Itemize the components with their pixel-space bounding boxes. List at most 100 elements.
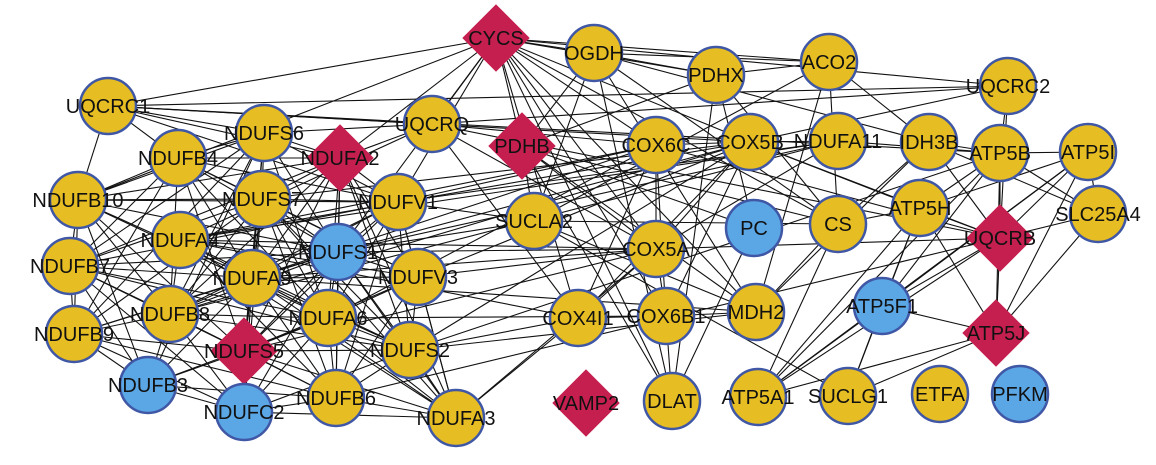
node-atp5a1: ATP5A1 bbox=[722, 367, 795, 427]
node-ndufa4: NDUFA4 bbox=[141, 210, 219, 270]
node-ndufs6: NDUFS6 bbox=[224, 103, 304, 163]
node-cox5b: COX5B bbox=[716, 112, 784, 172]
node-cox6b1: COX6B1 bbox=[627, 286, 705, 346]
node-circle-shape bbox=[380, 320, 440, 380]
node-ndufb7: NDUFB7 bbox=[30, 236, 110, 296]
node-label: ACO2 bbox=[802, 52, 856, 74]
node-label: PFKM bbox=[992, 384, 1048, 406]
edge-ndufb7-ndufs1 bbox=[69, 251, 339, 267]
node-vamp2: VAMP2 bbox=[552, 369, 620, 437]
node-label: NDUFB4 bbox=[138, 148, 218, 170]
node-label: PDHB bbox=[494, 136, 550, 158]
node-circle-shape bbox=[1068, 184, 1128, 244]
node-label: NDUFS2 bbox=[370, 340, 450, 362]
edge-cycs-ndufa2 bbox=[339, 37, 497, 159]
edge-cycs-uqcrc1 bbox=[107, 37, 497, 107]
node-idh3b: IDH3B bbox=[899, 112, 959, 172]
node-cycs: CYCS bbox=[462, 4, 530, 72]
node-label: SUCLG1 bbox=[808, 386, 888, 408]
edge-uqcrc1-ndufa2 bbox=[107, 105, 341, 159]
node-ndufs2: NDUFS2 bbox=[370, 320, 450, 380]
node-circle-shape bbox=[728, 367, 788, 427]
node-circle-shape bbox=[899, 112, 959, 172]
node-cox6c: COX6C bbox=[622, 115, 690, 175]
node-atp5i: ATP5I bbox=[1058, 122, 1118, 182]
node-label: UQCRQ bbox=[395, 114, 469, 136]
node-circle-shape bbox=[890, 178, 950, 238]
edge-ndufa2-ndufb8 bbox=[169, 157, 341, 315]
edge-ndufs7-ndufa3 bbox=[261, 198, 457, 419]
node-ndufv3: NDUFV3 bbox=[378, 247, 458, 307]
node-ndufs5: NDUFS5 bbox=[204, 317, 284, 385]
node-ndufb10: NDUFB10 bbox=[32, 170, 124, 230]
node-label: UQCRC1 bbox=[66, 96, 150, 118]
node-circle-shape bbox=[642, 371, 702, 431]
edge-ndufa2-ndufb10 bbox=[77, 157, 341, 201]
edge-atp5h-atp5a1 bbox=[757, 207, 921, 398]
edge-cox5a-ndufs1 bbox=[337, 248, 657, 253]
edge-ndufa4-ndufv3 bbox=[179, 239, 419, 278]
node-ndufb6: NDUFB6 bbox=[296, 368, 376, 428]
node-sucla2: SUCLA2 bbox=[495, 191, 573, 251]
node-label: CS bbox=[824, 214, 852, 236]
node-circle-shape bbox=[426, 388, 486, 448]
node-label: NDUFS6 bbox=[224, 123, 304, 145]
node-label: NDUFV3 bbox=[378, 267, 458, 289]
node-ndufb8: NDUFB8 bbox=[130, 284, 210, 344]
node-label: NDUFV1 bbox=[358, 192, 438, 214]
node-circle-shape bbox=[504, 191, 564, 251]
edge-atp5b-atp5f1 bbox=[881, 152, 1001, 307]
edge-cox5b-ndufv3 bbox=[417, 141, 751, 278]
node-pdhx: PDHX bbox=[686, 45, 746, 105]
edge-cycs-cox5b bbox=[495, 37, 751, 143]
node-uqcrq: UQCRQ bbox=[395, 94, 469, 154]
node-label: NDUFA2 bbox=[301, 148, 380, 170]
node-circle-shape bbox=[150, 210, 210, 270]
node-circle-shape bbox=[808, 194, 868, 254]
node-ndufb4: NDUFB4 bbox=[138, 128, 218, 188]
edge-ndufb4-ndufs5 bbox=[177, 157, 245, 352]
node-ndufa9: NDUFA9 bbox=[213, 248, 292, 308]
node-diamond-shape bbox=[962, 299, 1030, 367]
node-circle-shape bbox=[852, 276, 912, 336]
node-label: COX4I1 bbox=[542, 308, 613, 330]
node-circle-shape bbox=[388, 247, 448, 307]
node-ndufa2: NDUFA2 bbox=[301, 124, 380, 192]
node-label: UQCRB bbox=[964, 228, 1036, 250]
node-label: NDUFS7 bbox=[222, 189, 302, 211]
node-label: NDUFA9 bbox=[213, 268, 292, 290]
edge-aco2-mdh2 bbox=[755, 61, 830, 313]
edge-ndufs2-cox5b bbox=[409, 141, 751, 351]
node-ndufc2: NDUFC2 bbox=[203, 382, 285, 442]
node-etfa: ETFA bbox=[910, 364, 970, 424]
node-aco2: ACO2 bbox=[799, 32, 859, 92]
node-label: NDUFB8 bbox=[130, 304, 210, 326]
node-atp5j: ATP5J bbox=[962, 299, 1030, 367]
node-ndufa3: NDUFA3 bbox=[417, 388, 495, 448]
edge-ndufb9-ndufb6 bbox=[73, 333, 337, 399]
node-atp5b: ATP5B bbox=[969, 123, 1031, 183]
node-label: NDUFB9 bbox=[34, 324, 114, 346]
node-label: ATP5J bbox=[967, 323, 1026, 345]
node-circle-shape bbox=[910, 364, 970, 424]
node-circle-shape bbox=[1058, 122, 1118, 182]
node-label: DLAT bbox=[647, 391, 697, 413]
edge-pdhx-pdhb bbox=[521, 74, 717, 147]
node-label: ATP5B bbox=[969, 143, 1031, 165]
node-suclg1: SUCLG1 bbox=[808, 366, 888, 426]
edge-uqcrc2-uqcrc1 bbox=[107, 85, 1009, 107]
node-circle-shape bbox=[140, 284, 200, 344]
node-circle-shape bbox=[720, 112, 780, 172]
node-atp5f1: ATP5F1 bbox=[846, 276, 918, 336]
node-circle-shape bbox=[970, 123, 1030, 183]
node-circle-shape bbox=[402, 94, 462, 154]
node-ndufs1: NDUFS1 bbox=[298, 222, 378, 282]
edge-ndufs6-ndufs5 bbox=[243, 132, 265, 352]
node-label: ATP5I bbox=[1061, 142, 1115, 164]
node-label: NDUFC2 bbox=[203, 402, 284, 424]
edge-ndufb7-ndufs2 bbox=[69, 265, 411, 351]
node-diamond-shape bbox=[552, 369, 620, 437]
edge-uqcrc2-cox5b bbox=[749, 85, 1009, 143]
node-circle-shape bbox=[724, 198, 784, 258]
